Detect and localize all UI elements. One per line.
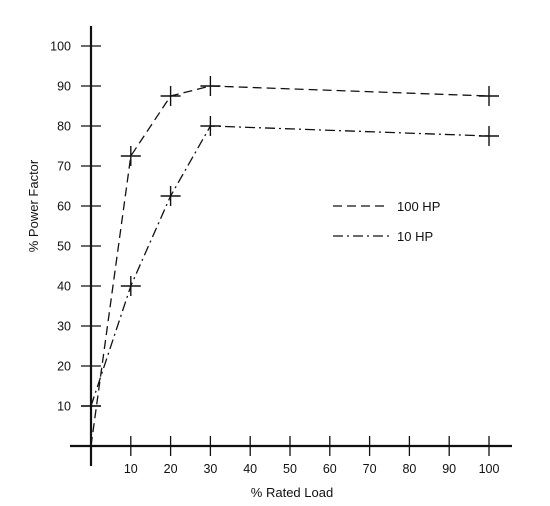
y-tick-label: 100 — [50, 40, 71, 54]
data-markers — [81, 76, 499, 416]
y-tick-label: 30 — [57, 320, 71, 334]
legend: 100 HP 10 HP — [333, 199, 440, 244]
y-tick-label: 20 — [57, 360, 71, 374]
data-point-marker — [160, 86, 181, 106]
y-tick-label: 60 — [57, 200, 71, 214]
data-point-marker — [120, 146, 141, 166]
data-point-marker — [200, 76, 221, 96]
y-tick-label: 80 — [57, 120, 71, 134]
x-tick-label: 20 — [164, 462, 178, 476]
y-tick-label: 10 — [57, 400, 71, 414]
data-point-marker — [120, 276, 141, 296]
x-tick-label: 40 — [243, 462, 257, 476]
legend-label: 10 HP — [397, 229, 433, 244]
data-point-marker — [81, 396, 101, 416]
x-tick-label: 10 — [124, 462, 138, 476]
axes — [70, 26, 512, 466]
y-tick-label: 90 — [57, 80, 71, 94]
data-point-marker — [200, 116, 221, 136]
y-tick-label: 70 — [57, 160, 71, 174]
legend-label: 100 HP — [397, 199, 440, 214]
x-tick-label: 70 — [363, 462, 377, 476]
data-point-marker — [479, 126, 499, 146]
y-tick-label: 50 — [57, 240, 71, 254]
y-tick-label: 40 — [57, 280, 71, 294]
series-line-0 — [90, 85, 490, 447]
x-tick-label: 100 — [479, 462, 500, 476]
data-point-marker — [479, 86, 499, 106]
series-lines — [90, 85, 490, 447]
x-tick-label: 90 — [442, 462, 456, 476]
axis-ticks: 10 20 30 40 50 60 70 80 90 100 10 20 30 40 50 60 70 80 90 1… — [50, 40, 499, 477]
y-axis-title: % Power Factor — [26, 159, 41, 252]
x-tick-label: 50 — [283, 462, 297, 476]
series-line-1 — [90, 125, 490, 446]
data-point-marker — [160, 186, 181, 206]
x-tick-label: 30 — [203, 462, 217, 476]
x-tick-label: 60 — [323, 462, 337, 476]
x-tick-label: 80 — [402, 462, 416, 476]
x-axis-title: % Rated Load — [251, 485, 333, 500]
